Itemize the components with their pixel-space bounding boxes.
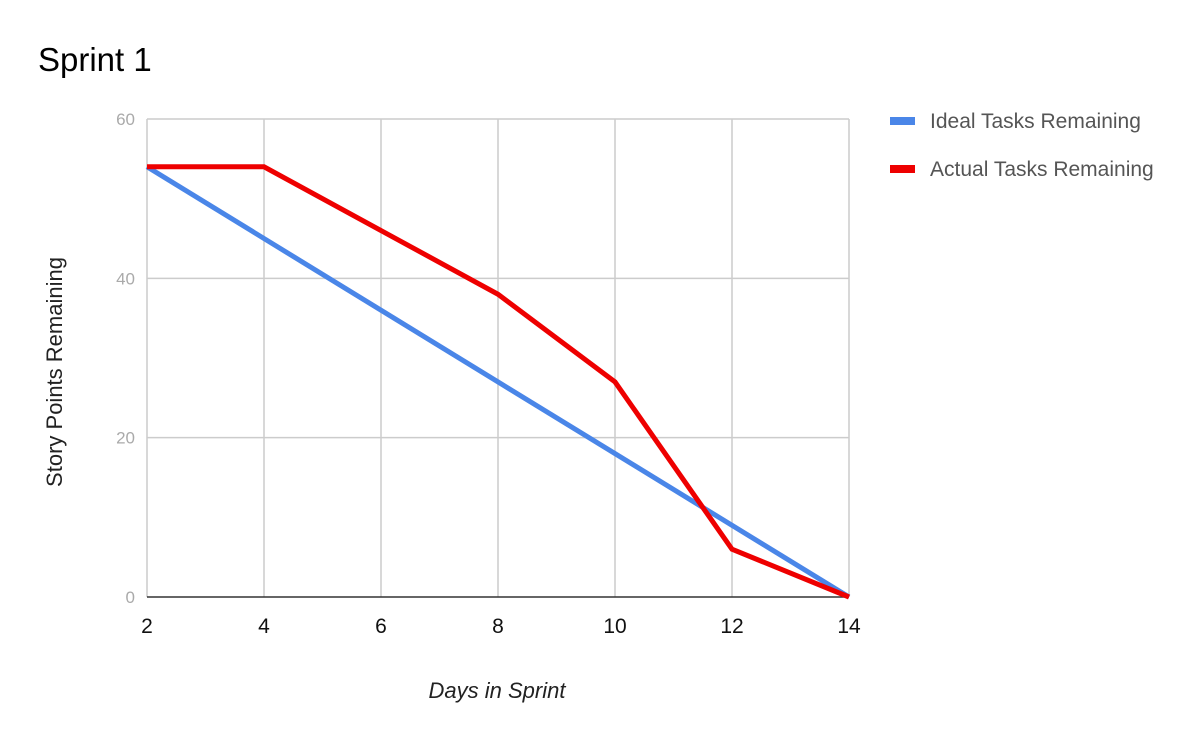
x-axis-label: Days in Sprint	[429, 678, 567, 703]
chart-title: Sprint 1	[38, 41, 152, 78]
legend-swatch	[890, 117, 915, 125]
x-tick-label: 6	[375, 615, 387, 638]
x-tick-label: 10	[603, 615, 626, 638]
y-tick-label: 60	[116, 110, 135, 129]
x-tick-label: 8	[492, 615, 504, 638]
legend-swatch	[890, 165, 915, 173]
legend-label: Ideal Tasks Remaining	[930, 110, 1141, 133]
series-lines	[145, 164, 851, 600]
series-line-actual	[147, 164, 850, 600]
grid	[146, 118, 850, 598]
x-tick-label: 12	[720, 615, 743, 638]
legend-label: Actual Tasks Remaining	[930, 158, 1154, 181]
y-tick-label: 40	[116, 269, 135, 288]
x-axis-ticks: 2 4 6 8 10 12 14	[141, 615, 861, 638]
x-tick-label: 2	[141, 615, 153, 638]
y-axis-label: Story Points Remaining	[42, 257, 67, 487]
y-axis-ticks: 0 20 40 60	[116, 110, 135, 607]
y-tick-label: 0	[126, 588, 135, 607]
series-line-ideal	[145, 164, 851, 600]
y-tick-label: 20	[116, 429, 135, 448]
x-tick-label: 4	[258, 615, 270, 638]
x-tick-label: 14	[837, 615, 861, 638]
legend: Ideal Tasks Remaining Actual Tasks Remain…	[890, 110, 1154, 181]
